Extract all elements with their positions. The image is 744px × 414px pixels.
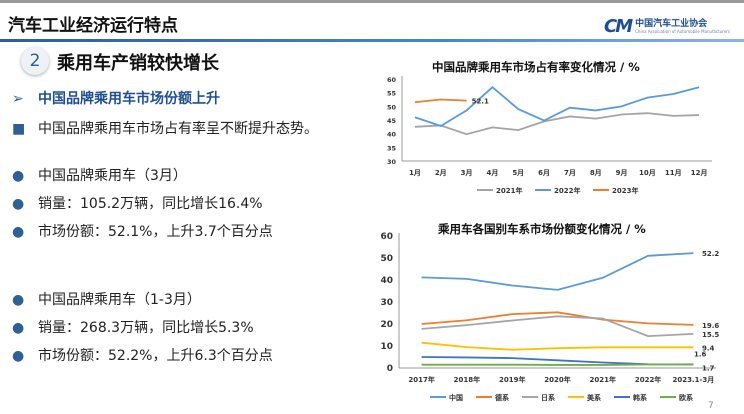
series-line-2022年 bbox=[414, 86, 700, 127]
header-rule bbox=[0, 39, 744, 42]
y-tick-label: 55 bbox=[387, 90, 397, 98]
end-label: 1.6 bbox=[694, 350, 707, 358]
y-tick-label: 60 bbox=[387, 76, 397, 84]
logo-text: 中国汽车工业协会 bbox=[635, 19, 708, 29]
y-tick-label: 60 bbox=[380, 232, 393, 242]
legend-label: 韩系 bbox=[633, 393, 647, 402]
series-line-2023年 bbox=[414, 98, 467, 104]
bullet-marker-icon: ● bbox=[12, 224, 25, 240]
bullet-text: 市场份额：52.2%，上升6.3个百分点 bbox=[38, 348, 273, 364]
bullet-marker-icon: ➢ bbox=[12, 91, 24, 107]
x-tick-label: 3月 bbox=[461, 169, 473, 177]
bullet-item: ● 销量：105.2万辆，同比增长16.4% bbox=[12, 193, 263, 213]
y-tick-label: 50 bbox=[380, 254, 393, 264]
x-tick-label: 6月 bbox=[538, 169, 550, 177]
page-number: 7 bbox=[708, 401, 714, 411]
bullet-marker-icon: ■ bbox=[12, 121, 26, 137]
x-tick-label: 4月 bbox=[486, 169, 498, 177]
bullet-text: 销量：268.3万辆，同比增长5.3% bbox=[38, 320, 254, 336]
x-tick-label: 10月 bbox=[639, 169, 656, 177]
x-tick-label: 7月 bbox=[564, 169, 576, 177]
series-line-2021年 bbox=[414, 112, 700, 136]
x-tick-label: 8月 bbox=[590, 169, 602, 177]
x-tick-label: 12月 bbox=[691, 169, 708, 177]
y-tick-label: 45 bbox=[387, 117, 397, 125]
legend-label: 美系 bbox=[587, 393, 601, 402]
x-tick-label: 2018年 bbox=[454, 375, 480, 384]
logo-subtext: China Association of Automobile Manufact… bbox=[635, 29, 731, 34]
legend-label: 欧系 bbox=[679, 393, 693, 402]
x-tick-label: 11月 bbox=[665, 169, 682, 177]
series-line-美系 bbox=[421, 341, 694, 351]
series-line-韩系 bbox=[421, 356, 694, 366]
bullet-item: ● 市场份额：52.1%，上升3.7个百分点 bbox=[12, 221, 273, 241]
y-tick-label: 30 bbox=[387, 158, 397, 166]
end-label: 1.7 bbox=[702, 364, 715, 372]
x-tick-label: 2023.1-3月 bbox=[672, 376, 714, 384]
x-tick-label: 2020年 bbox=[544, 375, 570, 384]
bullet-marker-icon: ● bbox=[12, 348, 25, 364]
y-tick-label: 40 bbox=[387, 131, 397, 139]
bullet-item: ● 中国品牌乘用车（3月） bbox=[12, 165, 187, 185]
legend-label: 德系 bbox=[495, 393, 509, 402]
bullet-marker-icon: ● bbox=[12, 168, 25, 184]
bullet-text: 销量：105.2万辆，同比增长16.4% bbox=[38, 196, 263, 212]
cm-logo-icon: CM bbox=[604, 16, 633, 37]
y-tick-label: 30 bbox=[380, 298, 393, 308]
y-tick-label: 10 bbox=[380, 342, 393, 352]
bullet-text: 中国品牌乘用车市场份额上升 bbox=[38, 91, 220, 107]
bullet-item: ➢ 中国品牌乘用车市场份额上升 bbox=[12, 88, 220, 108]
bullet-text: 中国品牌乘用车（3月） bbox=[38, 168, 187, 184]
x-tick-label: 2022年 bbox=[635, 375, 661, 384]
x-tick-label: 2021年 bbox=[590, 375, 616, 384]
bullet-text: 市场份额：52.1%，上升3.7个百分点 bbox=[38, 224, 273, 240]
end-label: 9.4 bbox=[702, 344, 715, 352]
series-line-德系 bbox=[421, 311, 694, 326]
legend-label: 2021年 bbox=[496, 186, 522, 195]
legend-label: 日系 bbox=[541, 393, 555, 402]
y-tick-label: 0 bbox=[387, 364, 393, 374]
series-line-中国 bbox=[421, 252, 694, 291]
x-tick-label: 1月 bbox=[409, 169, 421, 177]
y-tick-label: 50 bbox=[387, 103, 397, 111]
bullet-text: 中国品牌乘用车市场占有率呈不断提升态势。 bbox=[38, 121, 318, 137]
bullet-marker-icon: ● bbox=[12, 292, 25, 308]
chart1-title: 中国品牌乘用车市场占有率变化情况 / % bbox=[432, 60, 640, 74]
bullet-marker-icon: ● bbox=[12, 196, 25, 212]
bullet-text: 中国品牌乘用车（1-3月） bbox=[38, 292, 201, 308]
x-tick-label: 2017年 bbox=[408, 375, 434, 384]
bullet-marker-icon: ● bbox=[12, 320, 25, 336]
bullet-item: ● 中国品牌乘用车（1-3月） bbox=[12, 289, 201, 309]
legend-label: 中国 bbox=[449, 393, 463, 402]
top-bar bbox=[0, 0, 744, 3]
bullet-item: ■ 中国品牌乘用车市场占有率呈不断提升态势。 bbox=[12, 118, 318, 138]
slide-title: 汽车工业经济运行特点 bbox=[8, 16, 178, 36]
x-tick-label: 2月 bbox=[435, 169, 447, 177]
series-line-日系 bbox=[421, 315, 694, 338]
legend-label: 2022年 bbox=[554, 186, 580, 195]
logo: CM 中国汽车工业协会 China Association of Automob… bbox=[604, 16, 730, 37]
x-tick-label: 9月 bbox=[616, 169, 628, 177]
y-tick-label: 20 bbox=[380, 320, 393, 330]
section-number: 2 bbox=[21, 47, 49, 75]
x-tick-label: 2019年 bbox=[499, 375, 525, 384]
section-heading: 乘用车产销较快增长 bbox=[57, 53, 219, 74]
end-label: 19.6 bbox=[702, 322, 719, 330]
legend-label: 2023年 bbox=[612, 186, 638, 195]
end-label: 15.5 bbox=[702, 331, 719, 339]
bullet-item: ● 销量：268.3万辆，同比增长5.3% bbox=[12, 317, 254, 337]
y-tick-label: 40 bbox=[380, 276, 393, 286]
y-tick-label: 35 bbox=[387, 144, 397, 152]
bullet-item: ● 市场份额：52.2%，上升6.3个百分点 bbox=[12, 345, 273, 365]
chart2-title: 乘用车各国别车系市场份额变化情况 / % bbox=[438, 222, 646, 236]
data-label: 52.1 bbox=[472, 98, 489, 106]
x-tick-label: 5月 bbox=[512, 169, 524, 177]
end-label: 52.2 bbox=[702, 250, 719, 258]
